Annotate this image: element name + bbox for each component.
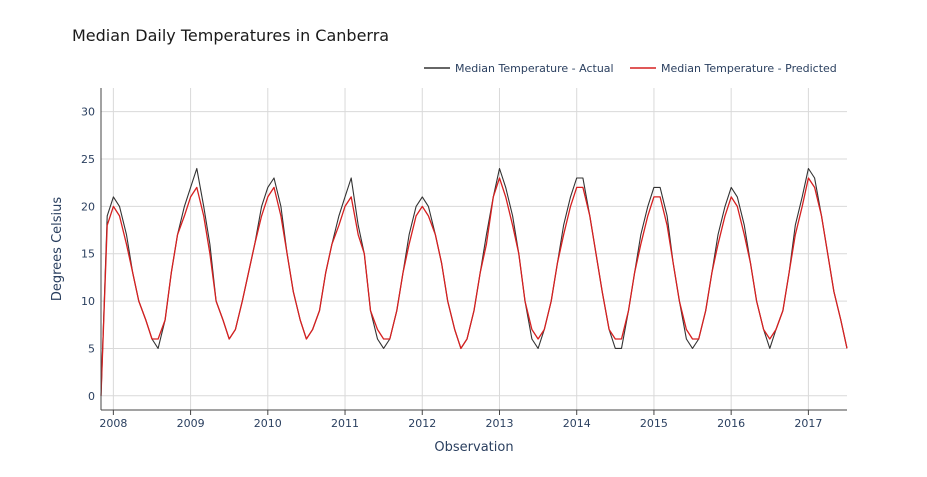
x-tick-label: 2015 xyxy=(640,417,668,430)
x-tick-label: 2008 xyxy=(99,417,127,430)
x-tick-label: 2013 xyxy=(485,417,513,430)
y-tick-label: 30 xyxy=(81,106,95,119)
legend-label-predicted[interactable]: Median Temperature - Predicted xyxy=(661,62,837,75)
y-tick-label: 10 xyxy=(81,295,95,308)
y-tick-label: 15 xyxy=(81,248,95,261)
y-tick-label: 0 xyxy=(88,390,95,403)
x-tick-label: 2016 xyxy=(717,417,745,430)
x-tick-label: 2014 xyxy=(563,417,591,430)
y-axis-title: Degrees Celsius xyxy=(50,197,65,302)
y-tick-label: 25 xyxy=(81,153,95,166)
x-tick-label: 2012 xyxy=(408,417,436,430)
grid xyxy=(101,88,847,410)
chart-title: Median Daily Temperatures in Canberra xyxy=(72,26,389,45)
series-line-predicted xyxy=(100,177,848,396)
series-group xyxy=(100,167,848,396)
x-tick-label: 2017 xyxy=(794,417,822,430)
axes: 0 5 10 15 20 25 30 2008 2009 2010 2011 2012 2013 2014… xyxy=(81,88,847,430)
legend: Median Temperature - Actual Median Tempe… xyxy=(424,62,837,75)
y-tick-label: 5 xyxy=(88,342,95,355)
x-tick-label: 2010 xyxy=(254,417,282,430)
legend-label-actual[interactable]: Median Temperature - Actual xyxy=(455,62,614,75)
x-tick-label: 2009 xyxy=(177,417,205,430)
x-tick-label: 2011 xyxy=(331,417,359,430)
x-axis-title: Observation xyxy=(434,440,513,455)
y-tick-label: 20 xyxy=(81,200,95,213)
